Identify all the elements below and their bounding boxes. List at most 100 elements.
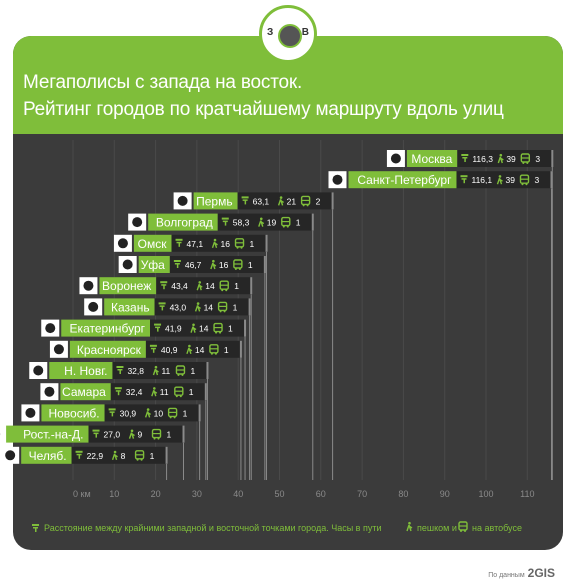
legend-ruler-icon bbox=[32, 524, 39, 532]
credit-prefix: По данным bbox=[488, 572, 525, 579]
bus-icon bbox=[233, 259, 243, 270]
city-name: Екатеринбург bbox=[70, 322, 146, 336]
bus-hours-value: 3 bbox=[534, 175, 539, 185]
walk-hours-value: 16 bbox=[221, 239, 231, 249]
bar-end-cap bbox=[248, 298, 251, 316]
credit: По данным 2GIS bbox=[488, 566, 555, 580]
distance-value: 58,3 bbox=[233, 218, 250, 228]
bus-icon bbox=[134, 450, 145, 461]
bar-end-cap bbox=[550, 171, 553, 189]
city-label-box bbox=[348, 171, 457, 189]
compass-needle-icon bbox=[278, 24, 302, 48]
city-label-box bbox=[104, 298, 155, 316]
ruler-icon bbox=[116, 366, 124, 374]
chart-title-line1: Мегаполисы с запада на восток. bbox=[23, 72, 303, 93]
walk-hours-value: 39 bbox=[505, 175, 515, 185]
ruler-icon bbox=[160, 281, 168, 290]
walk-hours-value: 9 bbox=[138, 430, 143, 440]
bus-hours-value: 1 bbox=[233, 302, 238, 312]
bus-hours-value: 1 bbox=[190, 366, 195, 376]
walk-hours-value: 14 bbox=[205, 281, 215, 291]
bus-hours-value: 1 bbox=[150, 451, 155, 461]
distance-value: 43,0 bbox=[170, 302, 187, 312]
bus-hours-value: 1 bbox=[167, 430, 172, 440]
castle-icon bbox=[0, 425, 5, 443]
walk-icon bbox=[211, 238, 218, 249]
distance-value: 32,8 bbox=[127, 366, 144, 376]
ruler-icon bbox=[108, 408, 116, 417]
ruler-icon bbox=[173, 260, 181, 268]
city-label-box bbox=[61, 319, 151, 337]
bar-end-cap bbox=[204, 383, 207, 401]
city-emblem-mark bbox=[332, 174, 343, 185]
bus-hours-value: 1 bbox=[228, 324, 233, 334]
bus-hours-value: 3 bbox=[535, 154, 540, 164]
walk-hours-value: 19 bbox=[267, 218, 277, 228]
bus-icon bbox=[209, 344, 219, 355]
bus-hours-value: 1 bbox=[183, 408, 188, 418]
bus-icon bbox=[300, 195, 311, 207]
distance-value: 43,4 bbox=[171, 281, 188, 291]
distance-value: 40,9 bbox=[161, 345, 178, 355]
legend-text-a: Расстояние между крайними западной и вос… bbox=[44, 523, 381, 533]
bus-hours-value: 1 bbox=[248, 260, 253, 270]
city-name: Пермь bbox=[196, 194, 232, 208]
bar-end-cap bbox=[244, 319, 247, 337]
compass-west-label: З bbox=[267, 27, 274, 38]
city-label-box bbox=[6, 425, 89, 443]
walk-hours-value: 16 bbox=[219, 260, 229, 270]
bar-end-cap bbox=[265, 234, 268, 252]
bus-hours-value: 1 bbox=[189, 387, 194, 397]
bus-hours-value: 1 bbox=[250, 239, 255, 249]
walk-hours-value: 14 bbox=[204, 302, 214, 312]
city-emblem-mark bbox=[44, 386, 55, 397]
city-emblem-mark bbox=[33, 365, 44, 376]
bar-end-cap bbox=[198, 404, 201, 422]
bus-hours-value: 1 bbox=[234, 281, 239, 291]
city-label-box bbox=[99, 277, 157, 295]
walk-icon bbox=[190, 323, 197, 333]
bus-icon bbox=[151, 428, 162, 440]
city-label-box bbox=[138, 256, 170, 273]
walk-hours-value: 14 bbox=[195, 345, 205, 355]
ruler-icon bbox=[158, 302, 166, 311]
ruler-icon bbox=[114, 387, 122, 396]
city-name: Самара bbox=[62, 385, 106, 399]
distance-value: 46,7 bbox=[185, 260, 202, 270]
walk-hours-value: 10 bbox=[154, 408, 164, 418]
distance-value: 63,1 bbox=[253, 196, 270, 206]
walk-icon bbox=[277, 196, 284, 206]
x-tick-label: 110 bbox=[520, 489, 534, 499]
city-name: Уфа bbox=[141, 258, 165, 272]
compass-east-label: В bbox=[301, 27, 309, 38]
ruler-icon bbox=[221, 217, 229, 226]
legend-text-c: на автобусе bbox=[472, 523, 522, 533]
walk-hours-value: 39 bbox=[506, 154, 516, 164]
city-emblem-mark bbox=[5, 450, 16, 461]
walk-icon bbox=[144, 408, 152, 418]
walk-hours-value: 11 bbox=[161, 366, 170, 376]
distance-value: 116,1 bbox=[471, 175, 492, 185]
city-emblem-mark bbox=[25, 407, 36, 418]
walk-icon bbox=[210, 259, 217, 270]
city-name: Омск bbox=[138, 237, 168, 251]
legend-walk-icon bbox=[406, 521, 413, 532]
x-tick-label: 60 bbox=[316, 489, 326, 499]
ruler-icon bbox=[461, 154, 469, 162]
walk-icon bbox=[128, 429, 135, 439]
city-emblem-mark bbox=[390, 153, 401, 164]
x-tick-label: 90 bbox=[440, 489, 450, 499]
walk-icon bbox=[151, 387, 158, 397]
bar-end-cap bbox=[239, 340, 242, 358]
bus-icon bbox=[174, 386, 184, 398]
city-label-box bbox=[133, 234, 172, 252]
city-label-box bbox=[406, 150, 458, 167]
city-name: Новосиб. bbox=[48, 406, 99, 420]
bus-icon bbox=[520, 153, 531, 164]
city-emblem-mark bbox=[117, 238, 128, 249]
walk-hours-value: 14 bbox=[199, 324, 209, 334]
distance-value: 22,9 bbox=[87, 451, 104, 461]
walk-icon bbox=[186, 344, 193, 355]
walk-icon bbox=[196, 281, 203, 291]
